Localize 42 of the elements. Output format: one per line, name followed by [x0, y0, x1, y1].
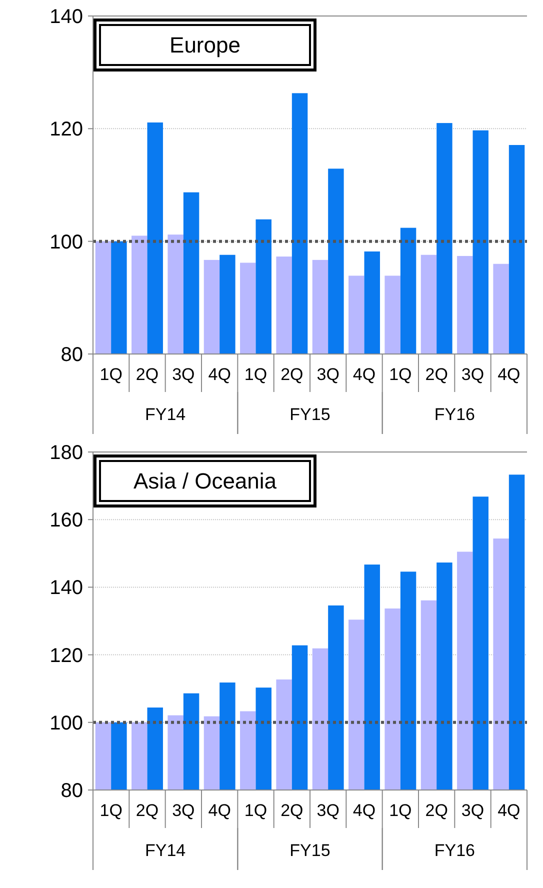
y-tick-label: 120	[50, 118, 83, 141]
text: Asia / Oceania	[133, 468, 278, 494]
x-tick-label: 3Q	[316, 365, 340, 384]
x-tick-label: 4Q	[498, 801, 520, 820]
x-tick-label: 3Q	[172, 801, 195, 820]
y-tick-label: 160	[50, 510, 83, 532]
x-tick-label: 4Q	[498, 365, 520, 384]
y-tick-label: 140	[50, 577, 83, 600]
text: FY14	[145, 841, 186, 860]
x-tick-label: 2Q	[425, 365, 448, 384]
x-tick-label: 3Q	[461, 365, 484, 384]
x-tick-label: 4Q	[208, 801, 231, 820]
x-tick-label: 1Q	[389, 365, 412, 384]
x-tick-label: 1Q	[100, 801, 122, 820]
text: FY16	[434, 841, 475, 860]
x-tick-label: 3Q	[316, 801, 340, 820]
x-tick-label: 1Q	[389, 801, 412, 820]
x-tick-label: 2Q	[136, 365, 159, 384]
y-tick-label: 80	[60, 780, 83, 802]
x-tick-label: 2Q	[280, 365, 304, 384]
text: FY15	[290, 841, 330, 860]
x-tick-label: 1Q	[244, 801, 268, 820]
x-tick-label: 2Q	[136, 801, 159, 820]
x-tick-label: 3Q	[172, 365, 195, 384]
y-tick-label: 100	[50, 712, 83, 734]
x-tick-label: 1Q	[100, 365, 122, 384]
x-tick-label: 4Q	[352, 801, 376, 820]
y-tick-label: 180	[50, 442, 83, 464]
text: FY16	[434, 405, 475, 424]
text: FY14	[145, 405, 186, 424]
x-tick-label: 2Q	[280, 801, 304, 820]
y-tick-label: 100	[50, 231, 83, 254]
y-tick-label: 140	[50, 6, 83, 28]
x-tick-label: 2Q	[425, 801, 448, 820]
text: FY15	[290, 405, 330, 424]
x-tick-label: 1Q	[244, 365, 268, 384]
x-tick-label: 4Q	[352, 365, 376, 384]
x-tick-label: 3Q	[461, 801, 484, 820]
y-tick-label: 120	[50, 644, 83, 667]
x-tick-label: 4Q	[208, 365, 231, 384]
text: Europe	[170, 32, 240, 58]
y-tick-label: 80	[60, 344, 83, 366]
